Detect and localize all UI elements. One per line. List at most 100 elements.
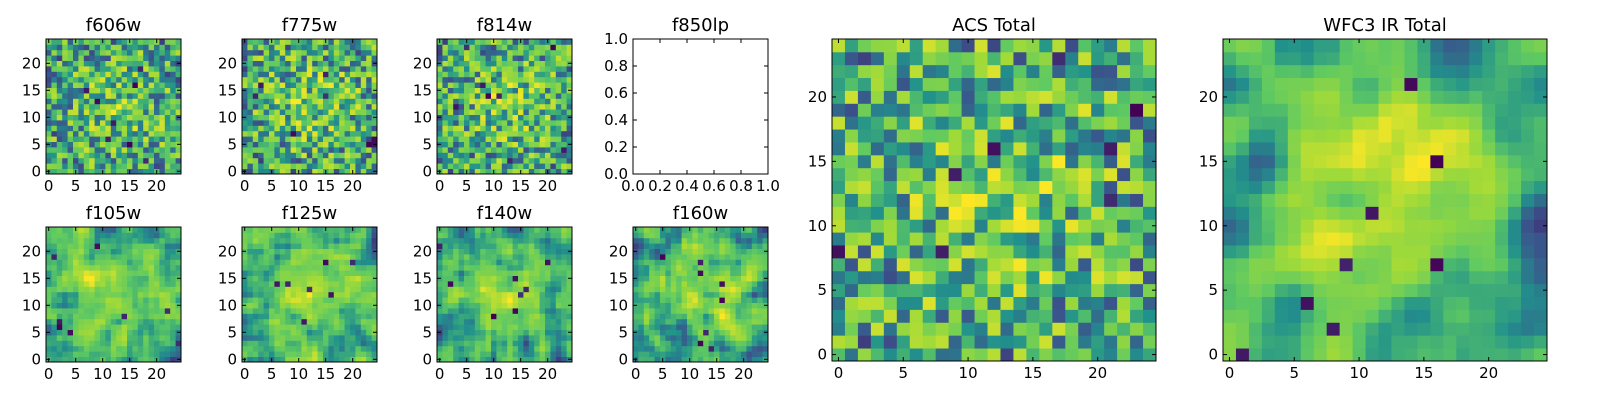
- heatmap-cell: [528, 163, 535, 169]
- heatmap-cell: [121, 141, 128, 148]
- heatmap-cell: [301, 227, 308, 233]
- heatmap-cell: [89, 351, 95, 357]
- heatmap-cell: [724, 264, 731, 271]
- heatmap-cell: [1039, 283, 1053, 297]
- heatmap-cell: [566, 130, 573, 137]
- heatmap-cell: [746, 227, 753, 233]
- heatmap-cell: [148, 55, 155, 61]
- heatmap-cell: [523, 147, 530, 153]
- heatmap-cell: [832, 296, 846, 310]
- heatmap-cell: [539, 87, 546, 94]
- heatmap-cell: [94, 82, 101, 88]
- heatmap-cell: [670, 297, 677, 303]
- heatmap-cell: [247, 76, 254, 83]
- heatmap-cell: [62, 66, 68, 72]
- heatmap-cell: [51, 248, 58, 255]
- heatmap-cell: [132, 76, 139, 83]
- heatmap-cell: [447, 308, 454, 314]
- heatmap-cell: [366, 291, 372, 298]
- heatmap-cell: [317, 87, 324, 94]
- heatmap-cell: [442, 147, 449, 153]
- heatmap-cell: [670, 248, 677, 255]
- heatmap-cell: [154, 340, 160, 347]
- heatmap-cell: [512, 232, 519, 239]
- heatmap-cell: [681, 243, 688, 249]
- heatmap-cell: [518, 254, 524, 260]
- heatmap-cell: [464, 297, 470, 303]
- heatmap-cell: [312, 275, 318, 282]
- y-tick-label: 20: [413, 242, 432, 260]
- panel-title: f775w: [282, 15, 337, 36]
- heatmap-cell: [896, 257, 911, 272]
- heatmap-cell: [458, 76, 465, 83]
- heatmap-cell: [344, 286, 351, 293]
- heatmap-cell: [247, 168, 254, 175]
- heatmap-cell: [453, 335, 459, 341]
- heatmap-cell: [857, 180, 872, 194]
- heatmap-cell: [566, 345, 573, 352]
- heatmap-cell: [62, 275, 68, 282]
- heatmap-cell: [296, 232, 302, 239]
- heatmap-cell: [708, 318, 715, 325]
- heatmap-cell: [633, 324, 639, 330]
- heatmap-cell: [301, 318, 308, 325]
- heatmap-cell: [333, 76, 340, 83]
- heatmap-cell: [708, 243, 715, 249]
- heatmap-cell: [323, 324, 329, 330]
- heatmap-cell: [545, 340, 551, 347]
- heatmap-cell: [724, 345, 731, 352]
- heatmap-cell: [175, 345, 182, 352]
- heatmap-cell: [116, 93, 122, 99]
- heatmap-cell: [366, 103, 372, 110]
- heatmap-cell: [94, 291, 101, 298]
- heatmap-cell: [561, 163, 567, 169]
- heatmap-cell: [539, 125, 546, 132]
- heatmap-cell: [555, 324, 562, 330]
- heatmap-cell: [366, 356, 372, 363]
- heatmap-cell: [896, 180, 911, 194]
- heatmap-cell: [555, 93, 562, 99]
- heatmap-cell: [447, 237, 454, 244]
- heatmap-cell: [561, 356, 567, 363]
- heatmap-cell: [751, 254, 758, 260]
- heatmap-cell: [51, 308, 58, 314]
- heatmap-cell: [94, 55, 101, 61]
- heatmap-cell: [458, 130, 465, 137]
- heatmap-cell: [100, 125, 106, 132]
- heatmap-cell: [523, 82, 530, 88]
- heatmap-cell: [137, 345, 144, 352]
- heatmap-cell: [501, 163, 508, 169]
- heatmap-cell: [132, 313, 139, 320]
- heatmap-cell: [501, 147, 508, 153]
- heatmap-cell: [67, 324, 74, 330]
- heatmap-cell: [105, 82, 112, 88]
- heatmap-cell: [442, 152, 449, 159]
- heatmap-cell: [555, 98, 562, 105]
- heatmap-cell: [127, 291, 133, 298]
- heatmap-cell: [89, 232, 95, 239]
- heatmap-cell: [697, 324, 704, 330]
- heatmap-cell: [561, 168, 567, 175]
- heatmap-cell: [67, 44, 74, 51]
- heatmap-cell: [252, 318, 259, 325]
- heatmap-cell: [687, 259, 693, 266]
- heatmap-cell: [746, 308, 753, 314]
- heatmap-cell: [681, 302, 688, 309]
- heatmap-cell: [528, 270, 535, 276]
- heatmap-cell: [757, 318, 763, 325]
- heatmap-cell: [100, 98, 106, 105]
- heatmap-cell: [922, 257, 937, 272]
- heatmap-cell: [328, 324, 335, 330]
- heatmap-cell: [62, 313, 68, 320]
- heatmap-cell: [285, 345, 291, 352]
- heatmap-cell: [269, 163, 275, 169]
- heatmap-cell: [751, 291, 758, 298]
- heatmap-cell: [116, 76, 122, 83]
- heatmap-cell: [269, 98, 275, 105]
- heatmap-cell: [922, 296, 937, 310]
- heatmap-cell: [844, 348, 859, 362]
- heatmap-cell: [355, 55, 362, 61]
- heatmap-cell: [312, 66, 318, 72]
- heatmap-cell: [279, 259, 286, 266]
- heatmap-cell: [306, 313, 313, 320]
